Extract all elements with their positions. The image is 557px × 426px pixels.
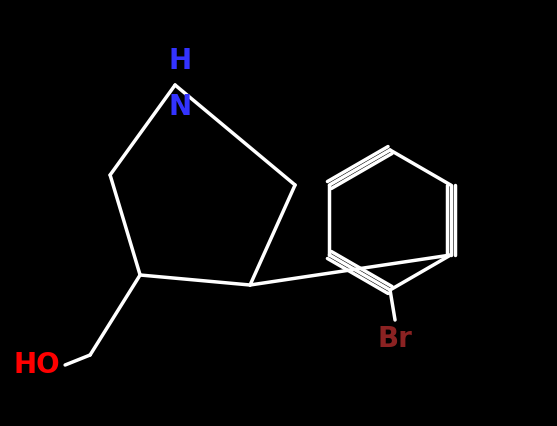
Text: HO: HO [13,351,60,379]
Text: H: H [169,47,192,75]
Text: N: N [169,93,192,121]
Text: Br: Br [378,325,413,353]
